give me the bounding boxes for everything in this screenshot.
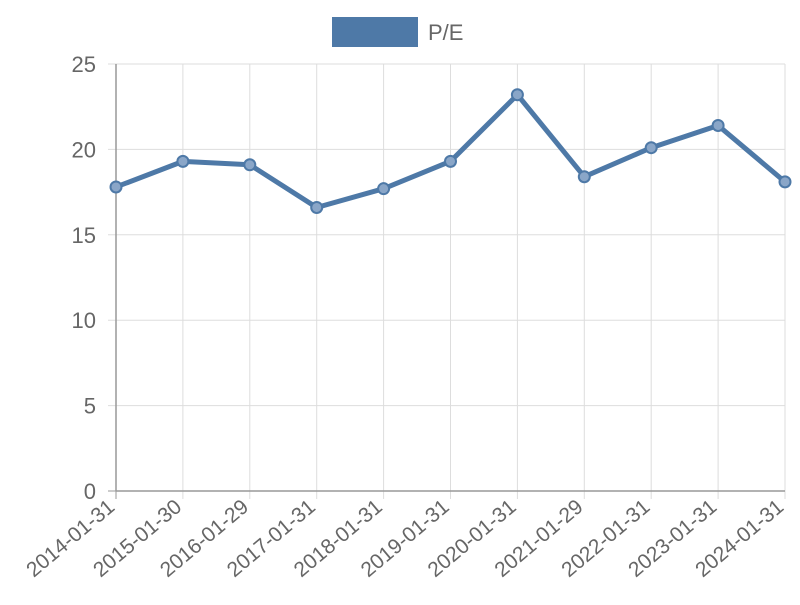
y-tick-label: 10 bbox=[72, 308, 96, 333]
series-p-e bbox=[109, 88, 792, 214]
x-axis-tick-labels: 2014-01-312015-01-302016-01-292017-01-31… bbox=[22, 495, 788, 582]
y-tick-label: 5 bbox=[84, 394, 96, 419]
data-point[interactable] bbox=[644, 141, 658, 155]
y-tick-label: 15 bbox=[72, 223, 96, 248]
gridlines bbox=[108, 63, 786, 499]
axes bbox=[115, 64, 785, 492]
data-point[interactable] bbox=[377, 182, 391, 196]
legend-label: P/E bbox=[428, 20, 463, 45]
data-point[interactable] bbox=[109, 180, 123, 194]
y-axis-tick-labels: 0 5 10 15 20 25 bbox=[72, 52, 96, 504]
data-point[interactable] bbox=[176, 154, 190, 168]
y-tick-label: 20 bbox=[72, 137, 96, 162]
legend-swatch bbox=[332, 17, 418, 47]
data-point[interactable] bbox=[444, 154, 457, 168]
data-point[interactable] bbox=[310, 200, 324, 214]
data-point[interactable] bbox=[778, 175, 792, 189]
data-point[interactable] bbox=[243, 158, 257, 172]
legend: P/E bbox=[332, 17, 463, 47]
y-tick-label: 0 bbox=[84, 479, 96, 504]
data-point[interactable] bbox=[711, 118, 725, 132]
data-point[interactable] bbox=[510, 88, 524, 102]
data-point[interactable] bbox=[577, 170, 591, 184]
y-tick-label: 25 bbox=[72, 52, 96, 77]
